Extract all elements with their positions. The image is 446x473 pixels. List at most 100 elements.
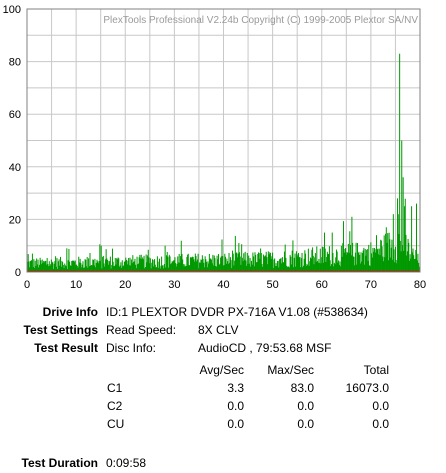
c1-bar	[307, 248, 309, 272]
c1-bar	[255, 254, 257, 272]
c1-bar	[367, 260, 369, 272]
c1-bar	[137, 263, 139, 272]
test-duration-value: 0:09:58	[106, 456, 147, 470]
c1-bar	[406, 251, 408, 272]
c1-bar	[274, 266, 276, 272]
c1-bar	[217, 259, 219, 272]
c1-bar	[187, 254, 189, 272]
c1-bar	[109, 261, 111, 272]
c1-bar	[106, 258, 108, 272]
c1-bar	[133, 262, 135, 272]
c1-bar	[171, 261, 173, 272]
c1-bar	[218, 264, 220, 272]
c1-bar	[63, 268, 65, 272]
c1-bar	[95, 267, 97, 272]
c1-bar	[359, 254, 361, 272]
c1-bar	[377, 248, 379, 272]
c1-bar	[413, 258, 415, 272]
c1-bar	[234, 235, 236, 272]
c1-bar	[137, 264, 139, 272]
c1-bar	[163, 264, 165, 272]
c1-bar	[203, 267, 205, 272]
stats-header-row: Avg/Sec Max/Sec Total	[0, 362, 446, 378]
c1-bar	[207, 261, 209, 272]
c1-bar	[342, 243, 344, 272]
c1-bar	[378, 248, 380, 272]
c1-bar	[404, 206, 406, 272]
c1-bar	[170, 264, 172, 272]
c1-bar	[348, 252, 350, 272]
y-axis-tick-labels: 0 20 40 60 80 100	[3, 4, 21, 279]
c1-bar	[302, 265, 304, 272]
c1-bar	[102, 256, 104, 272]
c1-bar	[71, 260, 73, 272]
c1-bar	[200, 259, 202, 272]
c1-bar	[90, 265, 92, 272]
c1-bar	[33, 259, 35, 272]
c1-bar	[314, 253, 316, 272]
c1-bar	[280, 258, 282, 272]
c1-bar	[161, 256, 163, 272]
c1-bar	[361, 261, 363, 272]
c1-bar	[111, 248, 113, 272]
c1-bar	[298, 257, 300, 272]
c1-bar	[120, 262, 122, 272]
stats-row-c1: C1 3.3 83.0 16073.0	[0, 380, 446, 396]
c1-bar	[258, 252, 260, 272]
c1-bar	[116, 259, 118, 272]
c1-bar	[178, 253, 180, 272]
c1-bar	[250, 266, 252, 272]
c1-bar	[416, 260, 418, 272]
c1-bar	[354, 252, 356, 272]
c1-bar	[90, 265, 92, 272]
c1-bar	[162, 265, 164, 272]
c1-bar	[238, 243, 240, 272]
c1-bar	[135, 268, 137, 272]
c1-bar	[195, 256, 197, 272]
c1-bar	[226, 258, 228, 272]
c1-bar	[375, 235, 377, 272]
c1-bar	[73, 260, 75, 272]
c1-bar	[370, 242, 372, 272]
c1-bar	[295, 266, 297, 272]
c1-bar	[182, 264, 184, 272]
c1-bar	[105, 249, 107, 272]
c1-bar	[318, 259, 320, 272]
c1-bar	[245, 260, 247, 272]
c1-bar	[69, 265, 71, 272]
c1-bar	[213, 255, 215, 272]
c1-bar	[409, 254, 411, 272]
c1-bar	[302, 267, 304, 272]
c1-bar	[199, 262, 201, 272]
c1-bar	[344, 249, 346, 272]
x-tick-label: 0	[24, 279, 30, 291]
c1-bar	[324, 232, 326, 272]
c1-bar	[121, 268, 123, 272]
c1-bar	[62, 262, 64, 272]
c1-bar	[100, 245, 102, 272]
c1-bar	[41, 264, 43, 272]
c1-bar	[34, 260, 36, 272]
c1-bar	[360, 252, 362, 272]
c1-bar	[335, 257, 337, 272]
c1-bar	[300, 258, 302, 272]
c1-bar	[235, 253, 237, 272]
c1-bar	[44, 260, 46, 272]
c1-bar	[231, 268, 233, 272]
c1-bar	[321, 246, 323, 272]
c1-bar	[325, 261, 327, 272]
c1-bar	[366, 249, 368, 272]
c1-bar	[174, 257, 176, 272]
c1-bar	[52, 268, 54, 272]
c1-bar	[103, 263, 105, 272]
c1-bar	[113, 266, 115, 272]
c1-max: 83.0	[290, 381, 314, 395]
c1-bar	[97, 261, 99, 272]
c1-bar	[276, 261, 278, 272]
c1-bar	[60, 256, 62, 272]
c1-bar	[153, 260, 155, 272]
x-tick-label: 20	[119, 279, 131, 291]
c1-bar	[59, 265, 61, 272]
test-duration-row: Test Duration 0:09:58	[0, 455, 446, 471]
c1-bar	[253, 266, 255, 272]
